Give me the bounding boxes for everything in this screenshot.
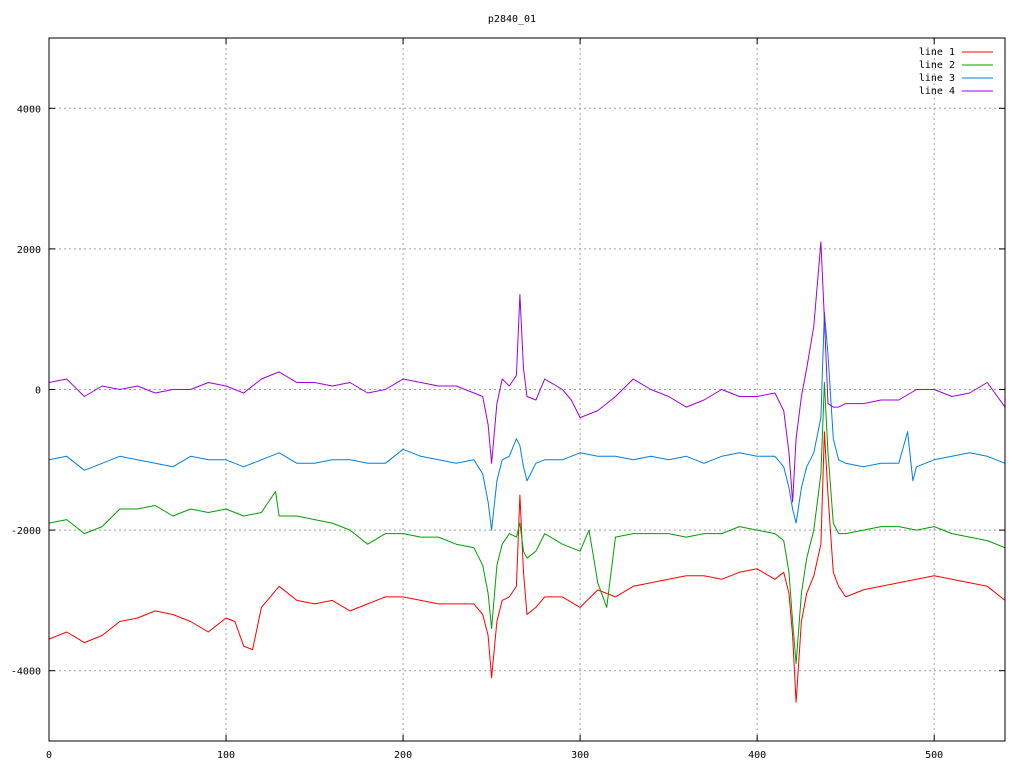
gridlines bbox=[49, 38, 1005, 741]
legend-label: line 1 bbox=[919, 47, 955, 58]
x-tick-label: 500 bbox=[925, 750, 943, 761]
y-tick-label: 2000 bbox=[17, 245, 41, 256]
y-tick-label: -4000 bbox=[11, 667, 41, 678]
x-tick-label: 200 bbox=[394, 750, 412, 761]
legend: line 1 line 2 line 3 line 4 bbox=[919, 47, 993, 97]
series-line-4 bbox=[48, 241, 1006, 503]
plot-area bbox=[48, 37, 1006, 742]
series-group bbox=[48, 241, 1006, 703]
legend-label: line 4 bbox=[919, 86, 955, 97]
y-tick-label: 0 bbox=[35, 386, 41, 397]
series-line-2 bbox=[48, 382, 1006, 665]
y-tick-label: 4000 bbox=[17, 104, 41, 115]
y-tick-label: -2000 bbox=[11, 526, 41, 537]
legend-label: line 2 bbox=[919, 60, 955, 71]
x-tick-label: 0 bbox=[46, 750, 52, 761]
x-tick-label: 400 bbox=[748, 750, 766, 761]
chart-title: p2840_01 bbox=[488, 14, 536, 25]
axis-ticks: 0 100 200 300 400 500 -4000 -2000 0 2000 4000 bbox=[11, 38, 1005, 761]
legend-label: line 3 bbox=[919, 73, 955, 84]
x-tick-label: 100 bbox=[217, 750, 235, 761]
series-line-1 bbox=[48, 431, 1006, 703]
x-tick-label: 300 bbox=[571, 750, 589, 761]
series-line-3 bbox=[48, 311, 1006, 531]
